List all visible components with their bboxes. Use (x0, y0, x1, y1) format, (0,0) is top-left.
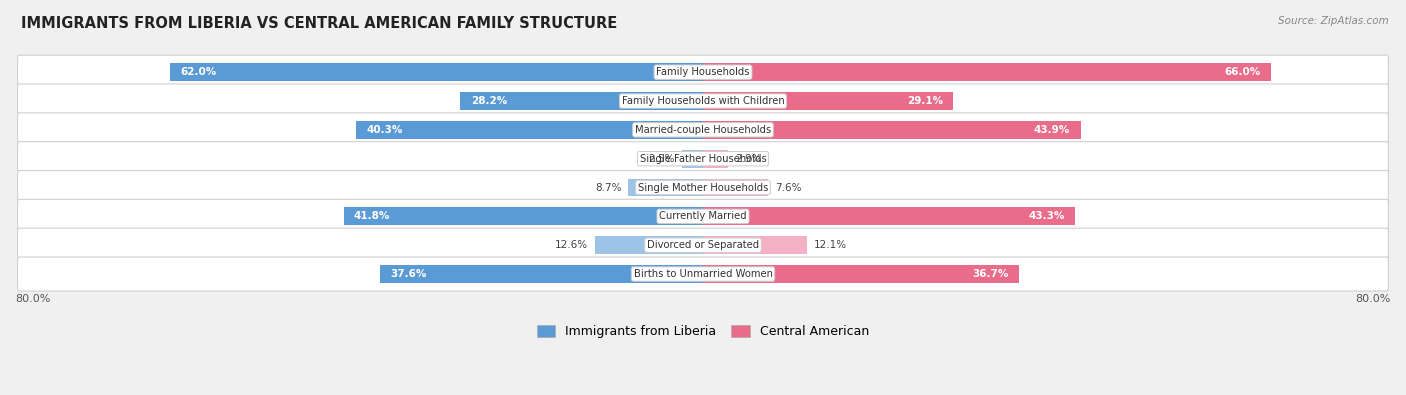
Text: 80.0%: 80.0% (1355, 294, 1391, 304)
Bar (380, 265, 703, 283)
Bar (595, 236, 703, 254)
Text: Single Father Households: Single Father Households (640, 154, 766, 164)
FancyBboxPatch shape (18, 142, 1388, 176)
Bar (703, 179, 768, 196)
Text: Single Mother Households: Single Mother Households (638, 182, 768, 192)
Bar (628, 179, 703, 196)
Bar (703, 150, 728, 167)
Text: Births to Unmarried Women: Births to Unmarried Women (634, 269, 772, 279)
Text: 29.1%: 29.1% (907, 96, 943, 106)
FancyBboxPatch shape (18, 199, 1388, 233)
Text: Divorced or Separated: Divorced or Separated (647, 240, 759, 250)
Text: IMMIGRANTS FROM LIBERIA VS CENTRAL AMERICAN FAMILY STRUCTURE: IMMIGRANTS FROM LIBERIA VS CENTRAL AMERI… (21, 16, 617, 31)
Bar (703, 121, 1081, 139)
FancyBboxPatch shape (18, 84, 1388, 118)
Text: Family Households: Family Households (657, 67, 749, 77)
Text: 37.6%: 37.6% (389, 269, 426, 279)
Text: 2.5%: 2.5% (648, 154, 675, 164)
Bar (703, 63, 1271, 81)
Bar (703, 207, 1076, 225)
Bar (461, 92, 703, 110)
Bar (170, 63, 703, 81)
FancyBboxPatch shape (18, 113, 1388, 147)
Legend: Immigrants from Liberia, Central American: Immigrants from Liberia, Central America… (531, 320, 875, 343)
FancyBboxPatch shape (18, 257, 1388, 291)
Text: 43.3%: 43.3% (1029, 211, 1066, 221)
Text: 66.0%: 66.0% (1225, 67, 1260, 77)
Text: Married-couple Households: Married-couple Households (636, 125, 770, 135)
Text: 43.9%: 43.9% (1033, 125, 1070, 135)
Text: 36.7%: 36.7% (972, 269, 1008, 279)
Text: Currently Married: Currently Married (659, 211, 747, 221)
Text: Source: ZipAtlas.com: Source: ZipAtlas.com (1278, 16, 1389, 26)
Text: 7.6%: 7.6% (775, 182, 801, 192)
Bar (703, 265, 1018, 283)
Text: 41.8%: 41.8% (354, 211, 391, 221)
Bar (703, 92, 953, 110)
Bar (703, 236, 807, 254)
Text: 62.0%: 62.0% (180, 67, 217, 77)
Text: 12.1%: 12.1% (814, 240, 846, 250)
Text: 28.2%: 28.2% (471, 96, 508, 106)
Text: 80.0%: 80.0% (15, 294, 51, 304)
FancyBboxPatch shape (18, 55, 1388, 89)
Text: 12.6%: 12.6% (554, 240, 588, 250)
Bar (682, 150, 703, 167)
Text: 2.9%: 2.9% (735, 154, 761, 164)
FancyBboxPatch shape (18, 171, 1388, 205)
Text: 40.3%: 40.3% (367, 125, 404, 135)
Text: Family Households with Children: Family Households with Children (621, 96, 785, 106)
Bar (343, 207, 703, 225)
Bar (356, 121, 703, 139)
FancyBboxPatch shape (18, 228, 1388, 262)
Text: 8.7%: 8.7% (595, 182, 621, 192)
